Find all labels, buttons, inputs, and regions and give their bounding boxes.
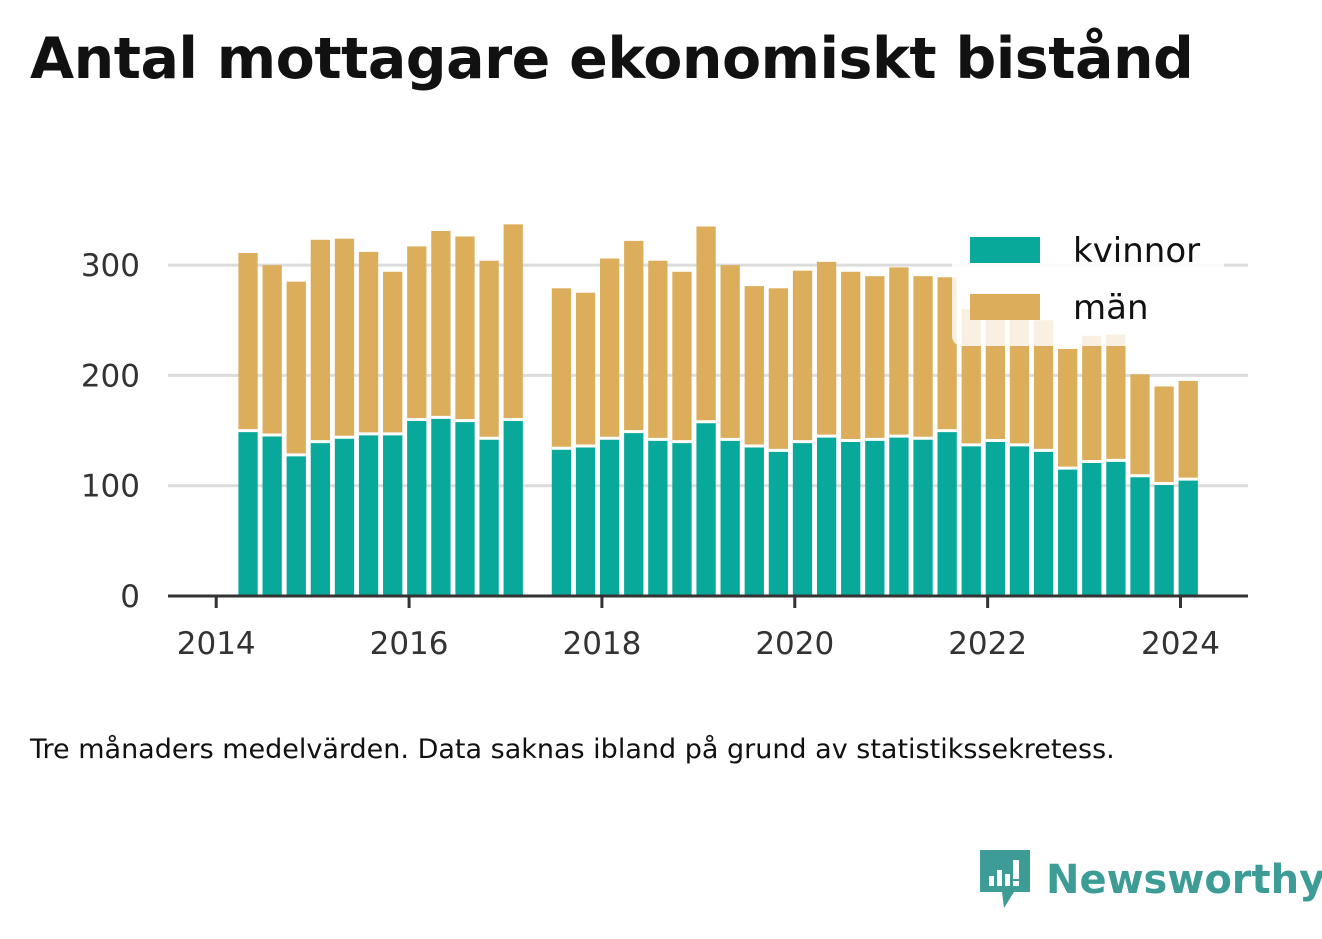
legend-label: kvinnor <box>1073 231 1200 271</box>
bar-kvinnor <box>431 417 451 596</box>
bar-man <box>816 261 837 437</box>
bar-kvinnor <box>937 430 957 596</box>
chart-footnote: Tre månaders medelvärden. Data saknas ib… <box>30 734 1115 765</box>
bar-kvinnor <box>1009 444 1030 596</box>
newsworthy-logo-icon <box>980 850 1030 908</box>
bar-kvinnor <box>600 438 620 596</box>
bar-kvinnor <box>672 441 692 596</box>
stacked-bar-chart: 0 100 200 300 2014 2016 2018 2020 2022 2024 kvinno… <box>80 222 1248 662</box>
legend-swatch <box>970 237 1040 263</box>
bar-man <box>238 253 258 431</box>
bar-man <box>1130 374 1150 476</box>
bar-man <box>503 224 523 420</box>
bar-man <box>672 271 692 442</box>
bar-kvinnor <box>985 440 1005 596</box>
legend-label: män <box>1073 288 1149 328</box>
bar-man <box>865 276 885 440</box>
bar-man <box>913 276 933 439</box>
bar-kvinnor <box>865 439 885 596</box>
bar-kvinnor <box>286 454 306 596</box>
bar-man <box>358 251 379 434</box>
bar-kvinnor <box>383 433 403 596</box>
bar-kvinnor <box>696 421 716 596</box>
bar-kvinnor <box>479 438 499 596</box>
bar-kvinnor <box>310 441 330 596</box>
bar-man <box>383 271 403 434</box>
bar-kvinnor <box>768 450 789 596</box>
bar-man <box>624 240 644 432</box>
bar-man <box>1178 380 1198 480</box>
bar-man <box>648 260 668 440</box>
x-tick-label: 2022 <box>948 626 1027 662</box>
bar-kvinnor <box>1154 483 1174 596</box>
bar-man <box>841 271 861 441</box>
bar-kvinnor <box>1178 479 1198 596</box>
bar-man <box>1082 335 1102 462</box>
bar-kvinnor <box>913 438 933 596</box>
bar-man <box>889 267 909 437</box>
bar-man <box>937 277 957 431</box>
bar-man <box>407 246 427 420</box>
bar-man <box>479 260 499 439</box>
bar-kvinnor <box>1106 460 1126 596</box>
brand-name: Newsworthy <box>1046 857 1322 903</box>
bar-man <box>1033 320 1054 451</box>
bar-man <box>575 292 596 447</box>
bar-man <box>600 258 620 439</box>
bar-kvinnor <box>262 434 282 596</box>
bar-man <box>1106 334 1126 461</box>
bar-kvinnor <box>358 433 379 596</box>
bar-kvinnor <box>624 431 644 596</box>
bar-kvinnor <box>720 439 740 596</box>
bar-kvinnor <box>889 436 909 596</box>
bar-kvinnor <box>648 439 668 596</box>
bar-man <box>310 239 330 442</box>
bar-kvinnor <box>961 444 981 596</box>
bar-kvinnor <box>575 446 596 596</box>
brand-logo: Newsworthy <box>980 850 1322 910</box>
y-tick-label: 0 <box>120 579 140 615</box>
chart-title: Antal mottagare ekonomiskt bistånd <box>30 26 1194 92</box>
bar-man <box>1058 348 1078 469</box>
x-tick-label: 2020 <box>755 626 834 662</box>
bar-kvinnor <box>238 430 258 596</box>
bar-kvinnor <box>841 440 861 596</box>
bar-kvinnor <box>1130 475 1150 596</box>
x-tick-label: 2016 <box>370 626 449 662</box>
bar-kvinnor <box>334 437 355 596</box>
bar-man <box>334 238 355 438</box>
bar-kvinnor <box>816 436 837 596</box>
bar-man <box>792 270 813 442</box>
bar-man <box>431 230 451 418</box>
bar-kvinnor <box>455 420 475 596</box>
bar-man <box>1154 386 1174 484</box>
y-tick-label: 100 <box>81 469 140 505</box>
legend-swatch <box>970 294 1040 320</box>
bar-man <box>696 226 716 422</box>
bar-man <box>286 281 306 455</box>
bar-kvinnor <box>792 441 813 596</box>
bar-man <box>720 265 740 440</box>
bar-man <box>768 288 789 451</box>
bar-kvinnor <box>1082 461 1102 596</box>
bar-kvinnor <box>551 448 572 596</box>
y-tick-label: 300 <box>81 248 140 284</box>
bar-man <box>455 236 475 421</box>
x-tick-label: 2024 <box>1141 626 1220 662</box>
x-tick-label: 2018 <box>562 626 641 662</box>
legend: kvinnor män <box>952 222 1224 346</box>
x-tick-label: 2014 <box>177 626 256 662</box>
bar-kvinnor <box>1058 468 1078 596</box>
bar-kvinnor <box>503 419 523 596</box>
bar-kvinnor <box>744 446 764 596</box>
bar-kvinnor <box>407 419 427 596</box>
bar-kvinnor <box>1033 450 1054 596</box>
bar-man <box>262 265 282 435</box>
bar-man <box>551 288 572 449</box>
y-tick-label: 200 <box>81 358 140 394</box>
bar-man <box>744 286 764 447</box>
